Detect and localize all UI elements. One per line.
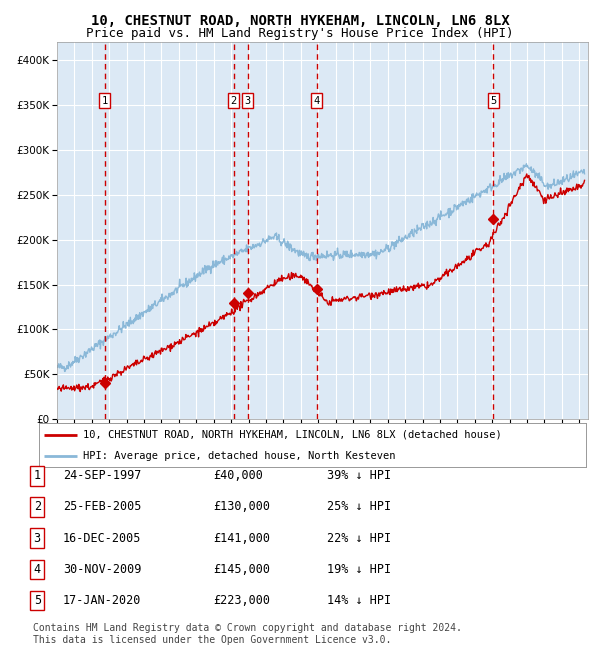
Text: 4: 4 bbox=[314, 96, 320, 105]
Text: 30-NOV-2009: 30-NOV-2009 bbox=[63, 563, 142, 576]
Text: 2: 2 bbox=[230, 96, 236, 105]
Text: 10, CHESTNUT ROAD, NORTH HYKEHAM, LINCOLN, LN6 8LX (detached house): 10, CHESTNUT ROAD, NORTH HYKEHAM, LINCOL… bbox=[83, 430, 502, 440]
Text: 25% ↓ HPI: 25% ↓ HPI bbox=[327, 500, 391, 514]
Text: 3: 3 bbox=[34, 532, 41, 545]
Text: 1: 1 bbox=[101, 96, 107, 105]
Text: £145,000: £145,000 bbox=[213, 563, 270, 576]
Text: Contains HM Land Registry data © Crown copyright and database right 2024.
This d: Contains HM Land Registry data © Crown c… bbox=[33, 623, 462, 645]
Text: £223,000: £223,000 bbox=[213, 594, 270, 607]
Text: Price paid vs. HM Land Registry's House Price Index (HPI): Price paid vs. HM Land Registry's House … bbox=[86, 27, 514, 40]
Text: £40,000: £40,000 bbox=[213, 469, 263, 482]
Text: 24-SEP-1997: 24-SEP-1997 bbox=[63, 469, 142, 482]
Text: 25-FEB-2005: 25-FEB-2005 bbox=[63, 500, 142, 514]
Text: 14% ↓ HPI: 14% ↓ HPI bbox=[327, 594, 391, 607]
Text: 3: 3 bbox=[245, 96, 251, 105]
Text: 2: 2 bbox=[34, 500, 41, 514]
Text: 1: 1 bbox=[34, 469, 41, 482]
Text: 22% ↓ HPI: 22% ↓ HPI bbox=[327, 532, 391, 545]
Text: 17-JAN-2020: 17-JAN-2020 bbox=[63, 594, 142, 607]
Text: 19% ↓ HPI: 19% ↓ HPI bbox=[327, 563, 391, 576]
Text: 39% ↓ HPI: 39% ↓ HPI bbox=[327, 469, 391, 482]
Text: 5: 5 bbox=[490, 96, 496, 105]
Text: £141,000: £141,000 bbox=[213, 532, 270, 545]
Text: 10, CHESTNUT ROAD, NORTH HYKEHAM, LINCOLN, LN6 8LX: 10, CHESTNUT ROAD, NORTH HYKEHAM, LINCOL… bbox=[91, 14, 509, 29]
Text: HPI: Average price, detached house, North Kesteven: HPI: Average price, detached house, Nort… bbox=[83, 450, 395, 461]
Text: £130,000: £130,000 bbox=[213, 500, 270, 514]
Text: 4: 4 bbox=[34, 563, 41, 576]
Text: 5: 5 bbox=[34, 594, 41, 607]
Text: 16-DEC-2005: 16-DEC-2005 bbox=[63, 532, 142, 545]
